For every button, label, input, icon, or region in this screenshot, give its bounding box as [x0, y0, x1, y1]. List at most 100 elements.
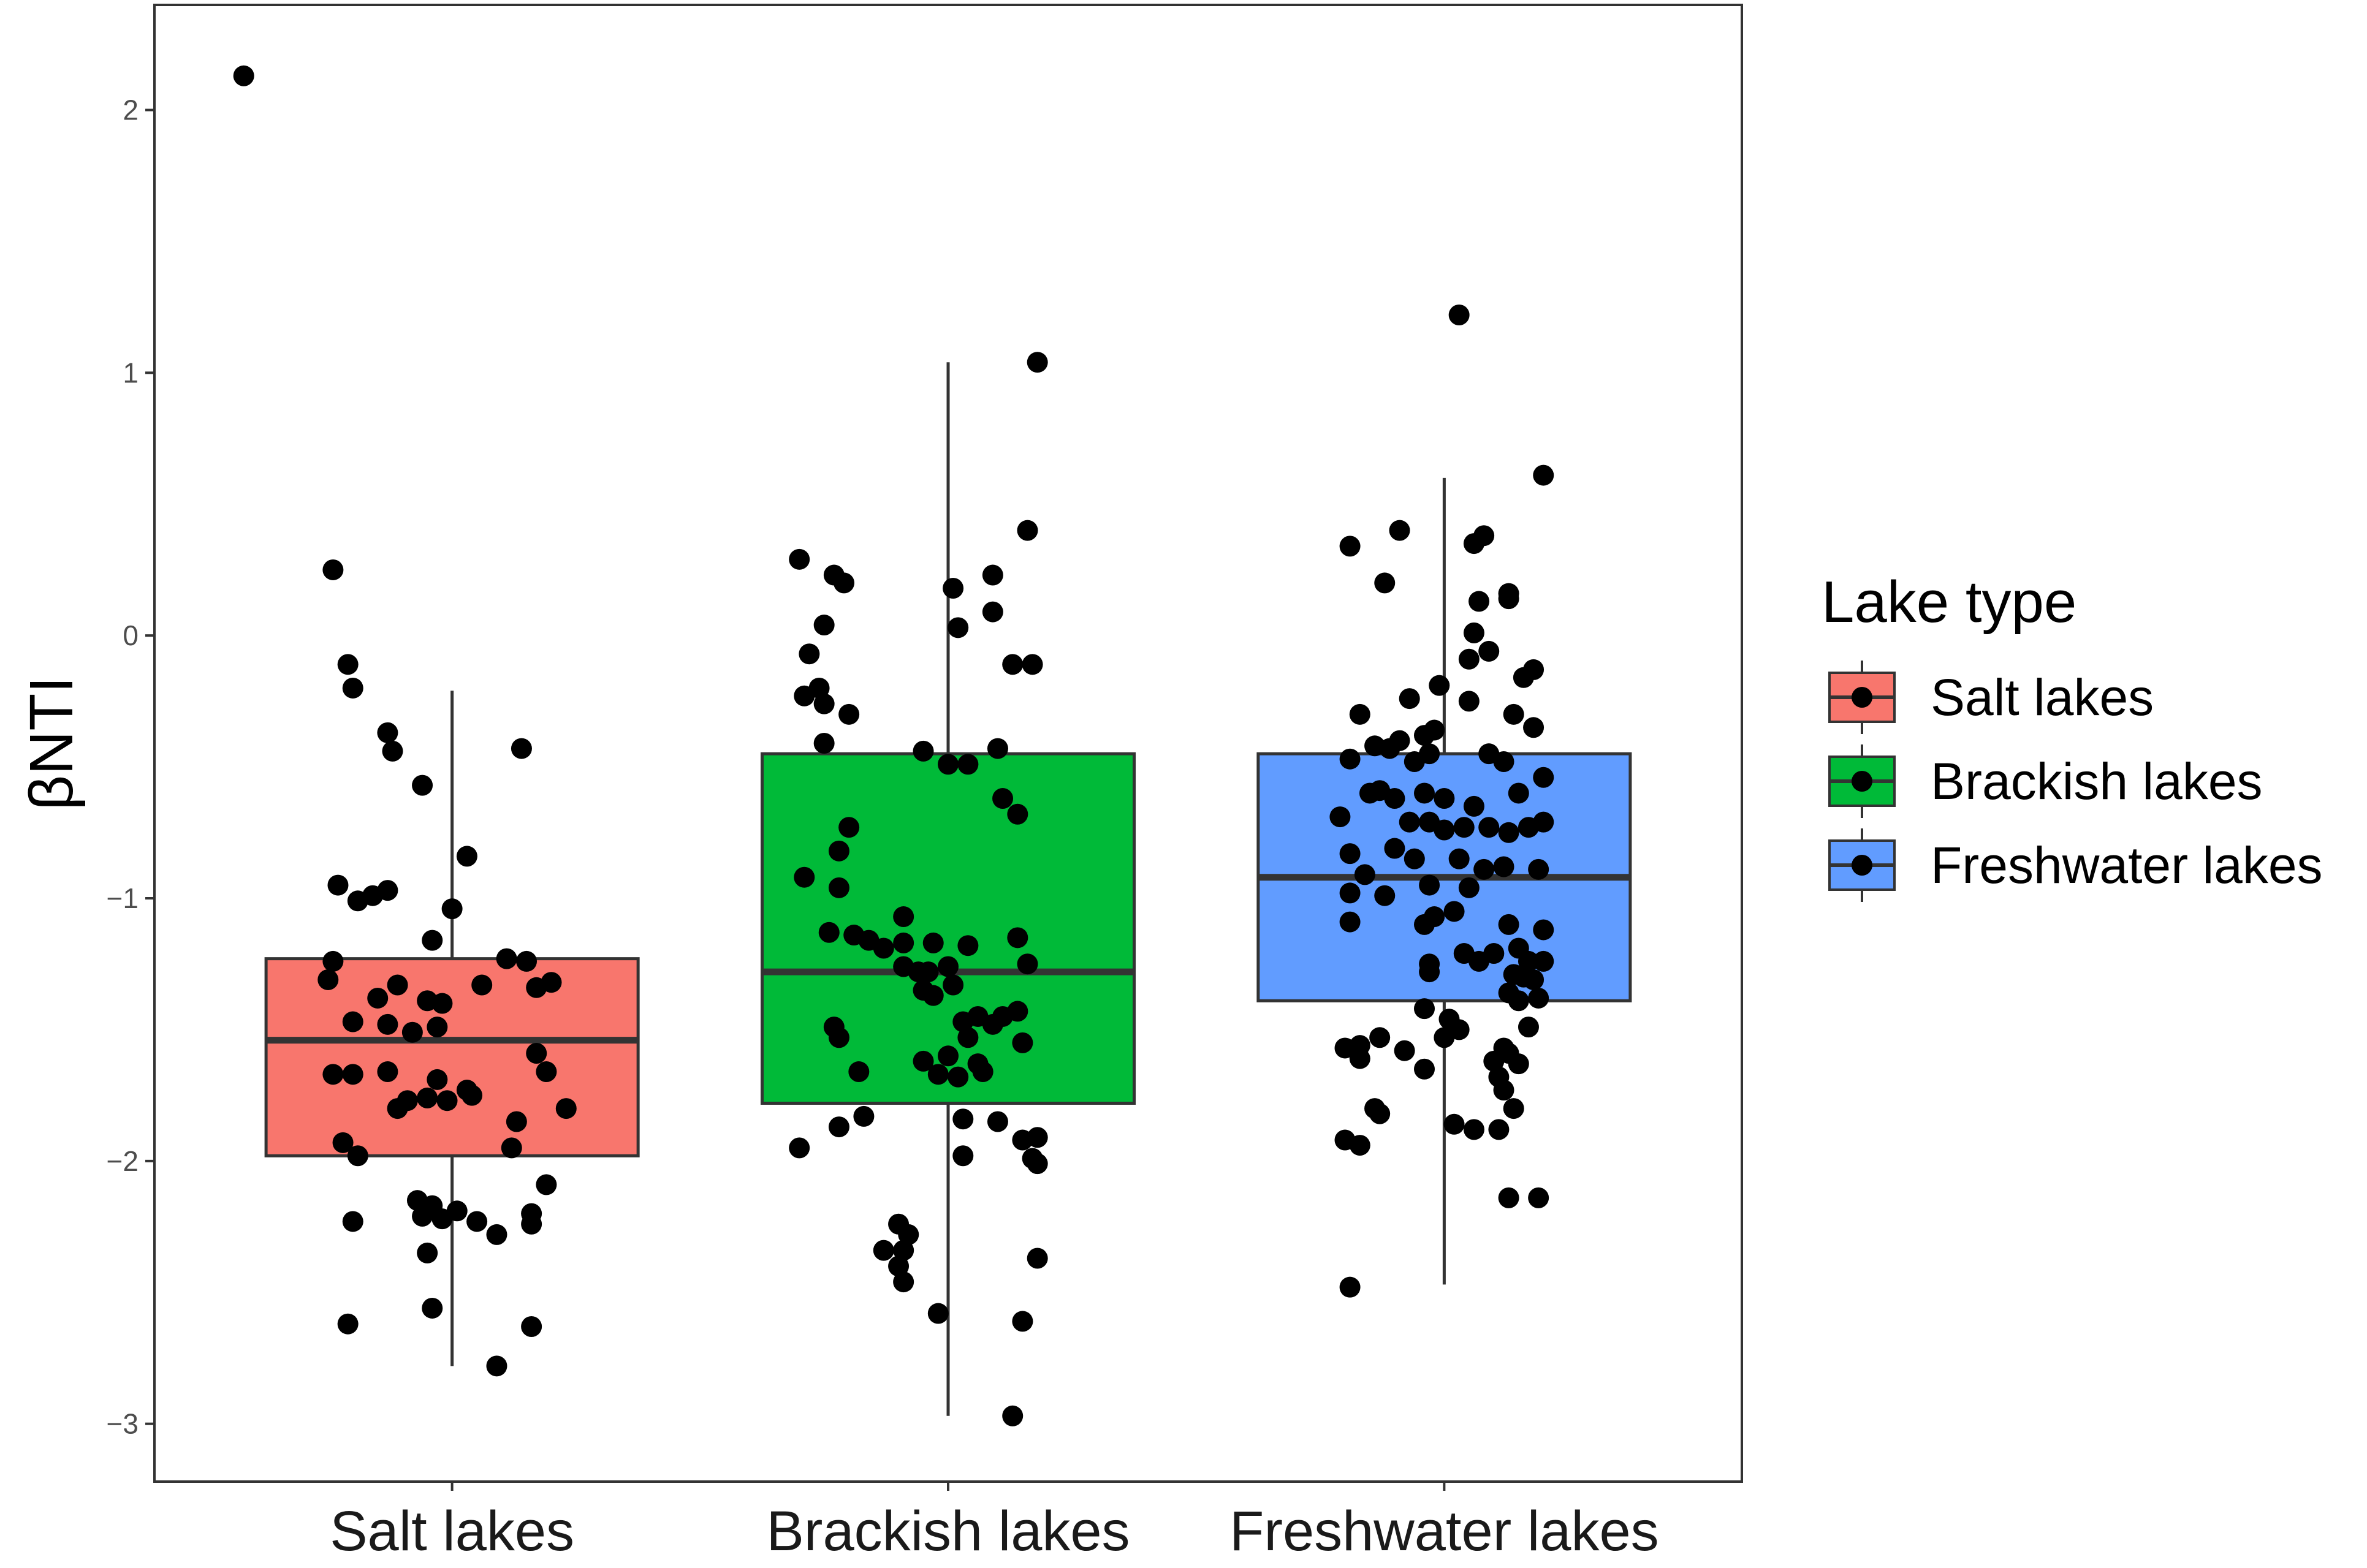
data-point	[938, 1045, 959, 1067]
data-point	[1364, 735, 1386, 757]
data-point	[401, 1021, 423, 1043]
data-point	[982, 564, 1003, 586]
data-point	[1424, 906, 1445, 928]
data-point	[431, 1208, 453, 1230]
data-point	[838, 817, 860, 838]
data-point	[789, 548, 810, 570]
data-point	[1424, 719, 1445, 741]
data-point	[506, 1111, 527, 1132]
plot-area	[233, 65, 1632, 1426]
data-point	[1002, 1405, 1024, 1426]
data-point	[1434, 819, 1455, 841]
data-point	[1463, 622, 1484, 643]
data-point	[1443, 901, 1465, 922]
data-point	[526, 1043, 547, 1064]
data-point	[387, 974, 408, 996]
x-tick-label: Freshwater lakes	[1229, 1500, 1658, 1562]
data-point	[412, 1205, 433, 1227]
y-tick-label: 0	[123, 619, 139, 651]
data-point	[1369, 1027, 1391, 1048]
data-point	[1384, 788, 1405, 809]
data-point	[913, 740, 934, 762]
data-point	[873, 1240, 894, 1261]
data-point	[948, 617, 969, 638]
data-point	[1022, 654, 1043, 675]
data-point	[1478, 817, 1500, 838]
data-point	[1007, 803, 1028, 825]
data-point	[898, 1224, 919, 1245]
data-point	[441, 898, 463, 920]
data-point	[347, 1145, 368, 1167]
data-point	[813, 733, 835, 754]
y-tick-label: −2	[107, 1145, 139, 1177]
legend-label: Salt lakes	[1931, 668, 2154, 726]
data-point	[417, 1087, 438, 1108]
data-point	[893, 932, 914, 953]
data-point	[828, 1027, 849, 1048]
data-point	[462, 1085, 482, 1106]
data-point	[1518, 950, 1539, 972]
data-point	[521, 1316, 542, 1337]
legend-title: Lake type	[1822, 569, 2076, 635]
data-point	[342, 677, 363, 699]
data-point	[1488, 1119, 1510, 1140]
data-point	[1384, 838, 1405, 859]
box	[264, 957, 640, 1157]
data-point	[873, 937, 894, 959]
data-point	[1414, 782, 1435, 804]
data-point	[1007, 1001, 1028, 1022]
data-point	[1498, 1187, 1519, 1208]
data-point	[1012, 1032, 1033, 1053]
data-point	[1483, 1050, 1505, 1072]
data-point	[501, 1137, 522, 1159]
data-point	[794, 866, 815, 888]
data-point	[1513, 667, 1534, 688]
data-point	[1404, 751, 1425, 773]
data-point	[1528, 987, 1549, 1009]
data-point	[957, 935, 979, 956]
data-point	[417, 1242, 438, 1263]
data-point	[337, 1313, 359, 1335]
y-tick-label: −3	[107, 1408, 139, 1440]
data-point	[938, 956, 959, 977]
data-point	[427, 1017, 448, 1038]
data-point	[466, 1211, 488, 1232]
data-point	[1458, 648, 1480, 670]
data-point	[422, 1297, 443, 1319]
data-point	[957, 754, 979, 775]
data-point	[1339, 1276, 1361, 1298]
data-point	[511, 738, 532, 759]
data-point	[382, 740, 403, 762]
data-point	[952, 1108, 974, 1130]
data-point	[1339, 748, 1361, 770]
data-point	[486, 1224, 507, 1245]
data-point	[1508, 990, 1529, 1012]
data-point	[367, 987, 389, 1009]
data-point	[1354, 864, 1375, 885]
data-point	[1404, 848, 1425, 869]
legend-label: Brackish lakes	[1931, 752, 2263, 810]
data-point	[1508, 782, 1529, 804]
y-tick-label: 2	[123, 94, 139, 126]
data-point	[888, 1256, 910, 1277]
data-point	[918, 961, 939, 983]
data-point	[1523, 969, 1544, 990]
data-point	[948, 1066, 969, 1088]
data-point	[1503, 703, 1524, 725]
data-point	[536, 1174, 557, 1195]
legend-key-point	[1852, 771, 1872, 792]
data-point	[1518, 1017, 1539, 1038]
data-point	[1419, 961, 1440, 983]
data-point	[1389, 520, 1410, 541]
data-point	[972, 1061, 994, 1083]
data-point	[431, 993, 453, 1014]
data-point	[813, 615, 835, 636]
data-point	[922, 932, 944, 953]
data-point	[1498, 914, 1519, 935]
data-point	[471, 974, 493, 996]
legend: Lake type Salt lakes Brackish lakes Freshw…	[1822, 569, 2323, 902]
data-point	[1453, 817, 1475, 838]
data-point	[838, 703, 860, 725]
y-tick-label: −1	[107, 882, 139, 914]
